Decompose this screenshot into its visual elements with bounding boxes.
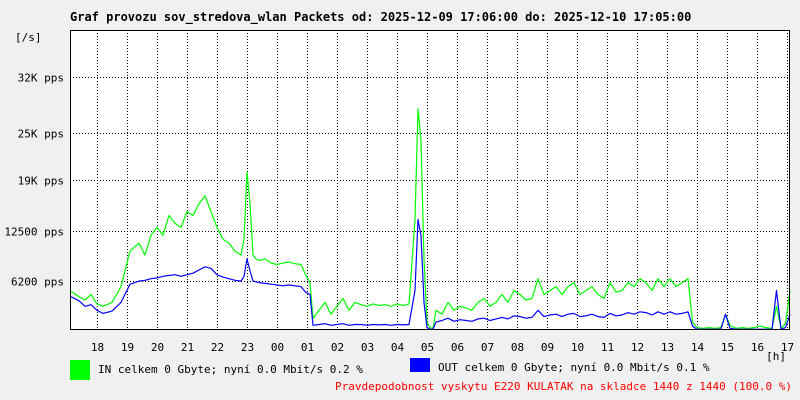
y-tick-label: 12500 pps [4,226,64,239]
legend-out-text: OUT celkem 0 Gbyte; nyní 0.0 Mbit/s 0.1 … [438,361,710,374]
x-tick-label: 13 [661,341,674,354]
y-tick-label: 6200 pps [11,276,64,289]
x-tick-label: 17 [781,341,794,354]
x-tick-label: 20 [151,341,164,354]
x-tick-label: 19 [121,341,134,354]
plot-frame [70,30,790,330]
x-tick-label: 23 [241,341,254,354]
legend-out-swatch [410,358,430,372]
x-tick-label: 05 [421,341,434,354]
x-tick-label: 10 [571,341,584,354]
x-tick-label: 15 [721,341,734,354]
x-tick-label: 06 [451,341,464,354]
x-axis-label: [h] [766,350,786,363]
x-tick-label: 21 [181,341,194,354]
x-tick-label: 14 [691,341,705,354]
x-tick-label: 11 [601,341,614,354]
y-axis-label: [/s] [15,31,42,44]
x-tick-label: 18 [91,341,104,354]
chart-title: Graf provozu sov_stredova_wlan Packets o… [70,10,692,24]
x-tick-label: 12 [631,341,644,354]
legend-in-text: IN celkem 0 Gbyte; nyní 0.0 Mbit/s 0.2 % [98,363,363,376]
y-tick-label: 19K pps [18,175,64,188]
x-tick-label: 00 [271,341,284,354]
x-tick-label: 08 [511,341,524,354]
x-tick-label: 01 [301,341,314,354]
x-tick-label: 03 [361,341,374,354]
x-tick-label: 09 [541,341,554,354]
footer-note: Pravdepodobnost vyskytu E220 KULATAK na … [335,380,792,393]
y-tick-label: 32K pps [18,72,64,85]
x-tick-label: 16 [751,341,764,354]
legend-in-swatch [70,360,90,380]
series-line-out [69,218,791,330]
series-line-in [69,108,791,329]
x-tick-label: 07 [481,341,494,354]
x-tick-label: 04 [391,341,405,354]
x-tick-label: 02 [331,341,344,354]
y-tick-label: 25K pps [18,128,64,141]
x-tick-label: 22 [211,341,224,354]
